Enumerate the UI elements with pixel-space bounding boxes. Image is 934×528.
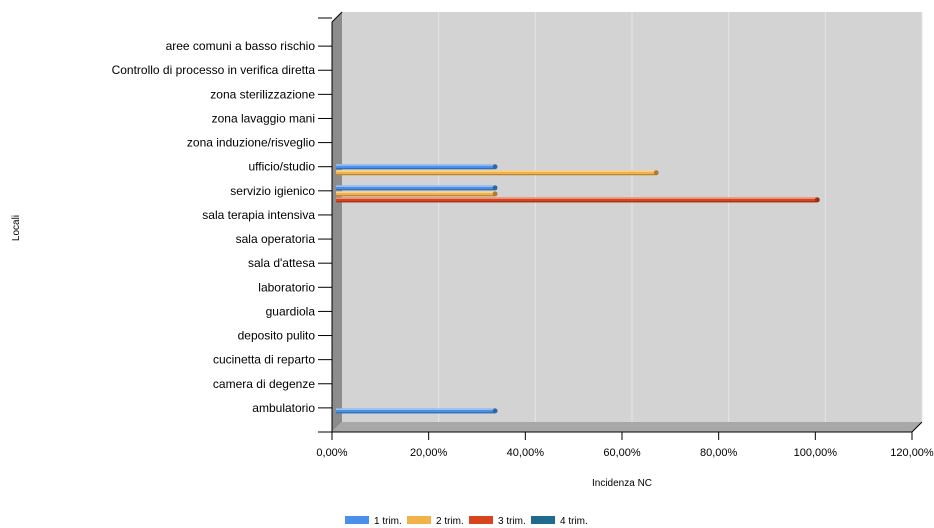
y-axis-title: Locali (11, 215, 22, 241)
category-label: camera di degenze (213, 377, 315, 391)
legend-swatch (531, 516, 555, 524)
bar (336, 170, 659, 176)
value-tick-label: 0,00% (316, 447, 347, 459)
bar (336, 185, 498, 191)
bar-shadow (336, 174, 657, 176)
category-label: laboratorio (258, 280, 315, 294)
bar-end-cap (653, 170, 659, 176)
value-tick-label: 40,00% (507, 447, 545, 459)
category-label: cucinetta di reparto (213, 353, 315, 367)
legend-label: 3 trim. (498, 516, 526, 527)
bar-end-cap (814, 197, 820, 203)
category-label: ambulatorio (252, 401, 315, 415)
value-axis: 0,00% 20,00% 40,00% 60,00% 80,00% 100,00% 120,… (316, 432, 934, 459)
legend-item: 4 trim. (531, 516, 588, 527)
category-label: zona induzione/risveglio (187, 136, 315, 150)
category-label: zona sterilizzazione (210, 87, 315, 101)
bar-shadow (336, 201, 818, 203)
legend: 1 trim. 2 trim. 3 trim. 4 trim. (345, 516, 588, 527)
legend-swatch (407, 516, 431, 524)
category-label: sala operatoria (236, 232, 316, 246)
plot-area (331, 11, 923, 433)
category-label: sala terapia intensiva (202, 208, 315, 222)
value-tick-label: 20,00% (410, 447, 448, 459)
bar-highlight (336, 191, 496, 193)
value-tick-label: 120,00% (890, 447, 934, 459)
bar-highlight (336, 185, 496, 187)
category-label: zona lavaggio mani (212, 111, 315, 125)
category-label: servizio igienico (230, 184, 315, 198)
legend-label: 4 trim. (560, 516, 588, 527)
legend-label: 1 trim. (374, 516, 402, 527)
value-tick-label: 60,00% (603, 447, 641, 459)
category-label: deposito pulito (238, 329, 316, 343)
category-label: aree comuni a basso rischio (166, 39, 316, 53)
bar (336, 197, 820, 203)
category-axis: aree comuni a basso rischio Controllo di … (112, 17, 332, 433)
bars (336, 164, 820, 414)
bar (336, 191, 498, 197)
bar (336, 164, 498, 170)
bar-shadow (336, 412, 496, 414)
x-axis-title: Incidenza NC (592, 478, 652, 489)
legend-swatch (469, 516, 493, 524)
category-label: Controllo di processo in verifica dirett… (112, 63, 316, 77)
plot-left-wall (332, 12, 342, 432)
legend-item: 2 trim. (407, 516, 464, 527)
legend-swatch (345, 516, 369, 524)
bar-shadow (336, 189, 496, 191)
bar-highlight (336, 408, 496, 410)
category-label: guardiola (266, 304, 316, 318)
bar (336, 408, 498, 414)
depth-edge-right (911, 421, 923, 433)
category-label: ufficio/studio (249, 160, 316, 174)
category-label: sala d'attesa (248, 256, 315, 270)
bar-highlight (336, 164, 496, 166)
bar-shadow (336, 195, 496, 197)
value-tick-label: 80,00% (700, 447, 738, 459)
bar-end-cap (492, 164, 498, 170)
bar-highlight (336, 170, 657, 172)
legend-label: 2 trim. (436, 516, 464, 527)
bar-end-cap (492, 408, 498, 414)
bar-shadow (336, 168, 496, 170)
plot-floor (332, 422, 922, 432)
legend-item: 1 trim. (345, 516, 402, 527)
legend-item: 3 trim. (469, 516, 526, 527)
depth-edge-top (331, 11, 343, 23)
value-tick-label: 100,00% (794, 447, 838, 459)
bar-highlight (336, 197, 818, 199)
bar-end-cap (492, 185, 498, 191)
bar-end-cap (492, 191, 498, 197)
